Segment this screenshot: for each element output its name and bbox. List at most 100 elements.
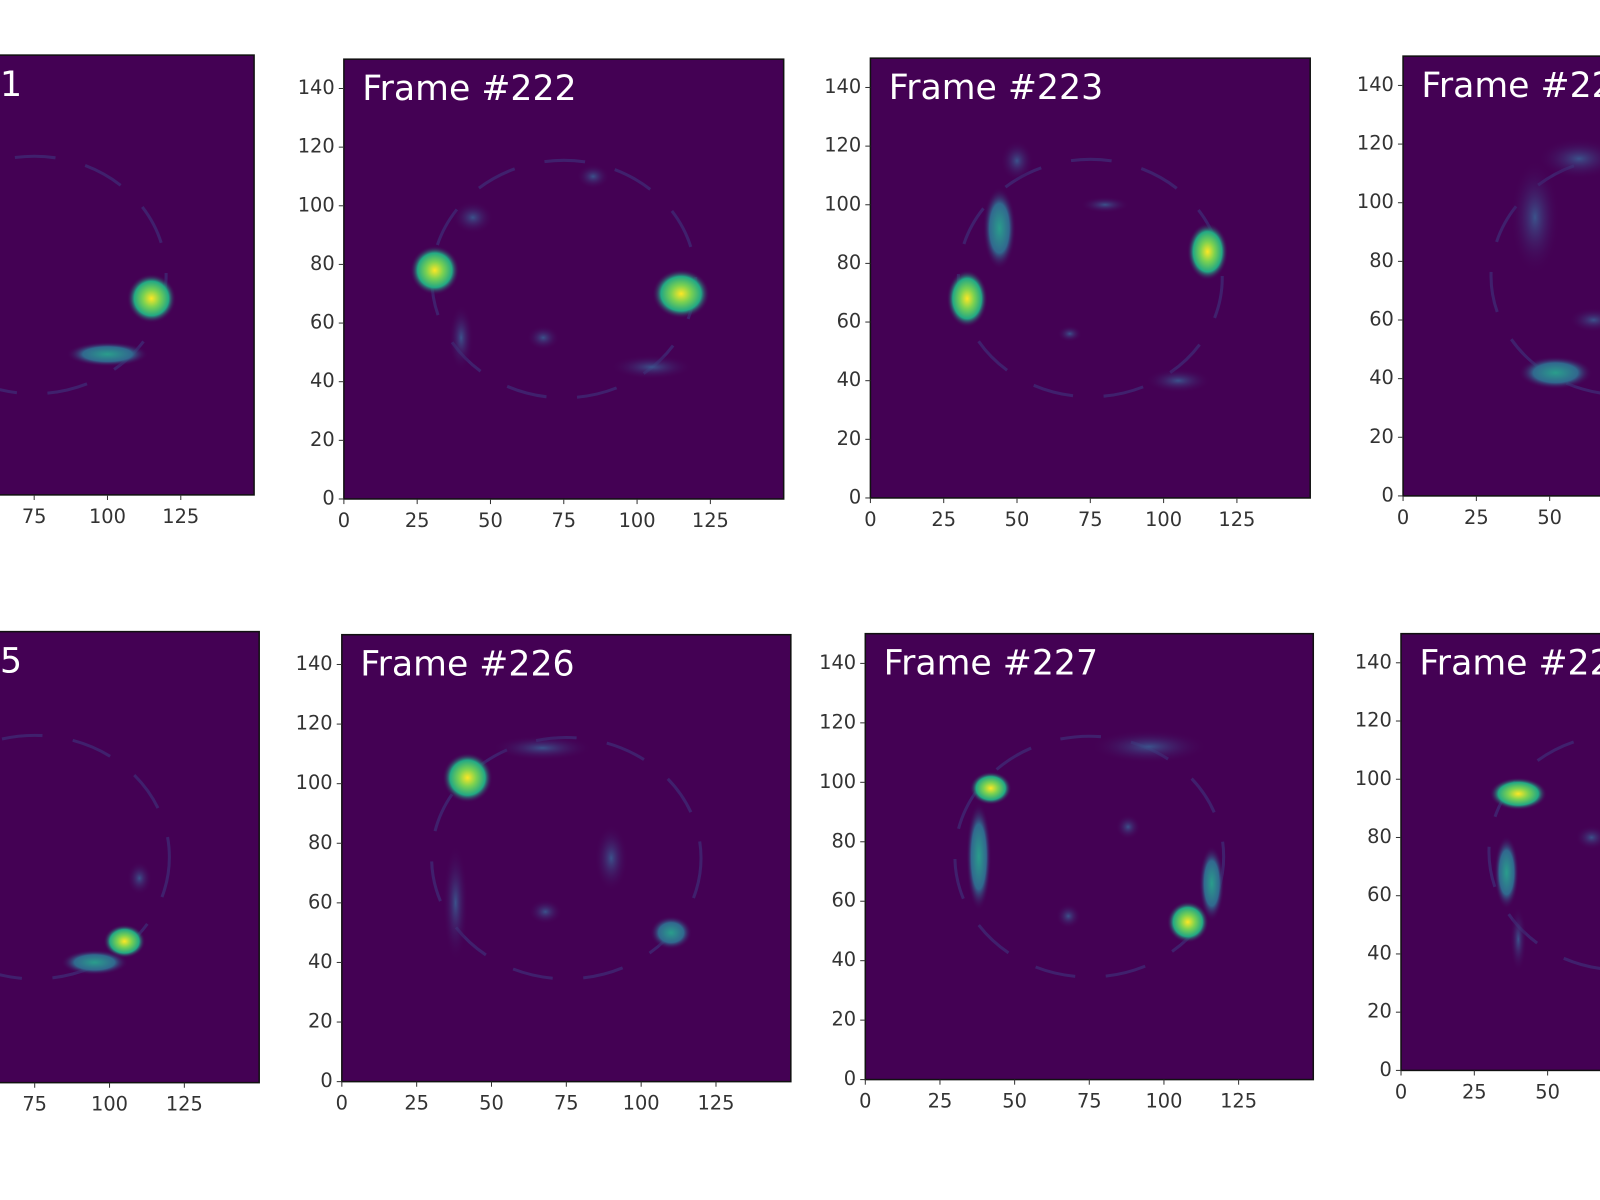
y-tick-label: 20 [1369, 425, 1394, 448]
y-tick-label: 100 [824, 192, 861, 215]
x-tick-label: 100 [623, 1092, 660, 1115]
y-tick-label: 60 [308, 890, 333, 913]
blob [103, 924, 146, 959]
x-tick-label: 125 [162, 505, 199, 528]
blob [594, 824, 628, 892]
x-tick-label: 100 [89, 505, 126, 528]
y-tick-label: 140 [298, 76, 335, 99]
blob [1569, 307, 1600, 333]
panel-title: Frame #222 [362, 69, 576, 109]
image-background [341, 634, 791, 1082]
y-tick-label: 40 [831, 948, 856, 971]
y-tick-label: 80 [310, 252, 335, 275]
blob [452, 201, 494, 234]
x-tick-label: 75 [1078, 508, 1103, 531]
x-tick-label: 0 [859, 1090, 871, 1113]
y-tick-label: 100 [819, 770, 856, 793]
ring [1487, 734, 1600, 970]
image-content [953, 729, 1226, 979]
blob [126, 861, 153, 896]
x-tick-label: 125 [692, 509, 729, 532]
y-tick-label: 40 [1369, 366, 1394, 389]
panel-title: 5 [0, 641, 22, 681]
x-tick-label: 75 [554, 1092, 579, 1115]
x-tick-label: 50 [1537, 506, 1562, 529]
x-tick-label: 25 [931, 508, 956, 531]
blob [1057, 325, 1083, 342]
y-tick-label: 120 [1355, 709, 1392, 732]
panel-title: Frame #227 [884, 643, 1098, 683]
x-tick-label: 50 [1005, 508, 1030, 531]
y-tick-label: 140 [1355, 650, 1392, 673]
x-tick-label: 25 [404, 1092, 429, 1115]
y-tick-label: 0 [1380, 1058, 1392, 1081]
x-tick-label: 100 [1145, 508, 1182, 531]
y-tick-label: 40 [837, 368, 862, 391]
x-tick-label: 0 [336, 1092, 348, 1115]
y-tick-label: 80 [308, 831, 333, 854]
blob [443, 844, 469, 962]
y-tick-label: 40 [1367, 941, 1392, 964]
y-tick-label: 120 [298, 135, 335, 158]
x-tick-label: 50 [479, 1092, 504, 1115]
x-tick-label: 25 [405, 509, 430, 532]
blob [1055, 903, 1081, 929]
blob [650, 915, 693, 950]
panel-title: Frame #224 [1421, 66, 1600, 106]
blob [610, 354, 693, 380]
blob [1518, 356, 1593, 390]
y-tick-label: 20 [310, 428, 335, 451]
y-tick-label: 120 [296, 712, 333, 735]
blob [576, 164, 610, 189]
image-content [946, 140, 1229, 399]
y-tick-label: 140 [296, 652, 333, 675]
blob [982, 187, 1016, 270]
y-tick-label: 60 [1369, 308, 1394, 331]
blob [1199, 845, 1225, 921]
panel-title: Frame #223 [889, 68, 1103, 108]
blob [448, 304, 474, 371]
y-tick-label: 140 [819, 651, 856, 674]
x-tick-label: 75 [22, 1093, 47, 1116]
ring [1489, 157, 1600, 395]
blob [126, 273, 177, 324]
y-tick-label: 80 [1367, 825, 1392, 848]
blob [969, 771, 1012, 805]
image-background [1403, 56, 1600, 496]
x-tick-label: 75 [551, 509, 576, 532]
panel: 0 25 50 75 100 125 0 20 40 60 80 100 120 140 Frame #22… [824, 57, 1311, 531]
y-tick-label: 20 [1367, 1000, 1392, 1023]
y-tick-label: 120 [1357, 132, 1394, 155]
blob [652, 269, 710, 319]
y-tick-label: 140 [824, 75, 861, 98]
y-tick-label: 140 [1357, 73, 1394, 96]
y-tick-label: 80 [1369, 249, 1394, 272]
x-tick-label: 0 [338, 509, 350, 532]
blob [946, 269, 988, 328]
y-tick-label: 100 [298, 193, 335, 216]
image-background [0, 631, 260, 1083]
panel-title: Frame #226 [360, 645, 574, 685]
axes-frame [1402, 55, 1600, 497]
x-tick-label: 50 [478, 509, 503, 532]
blob [1166, 901, 1209, 943]
y-tick-label: 120 [819, 710, 856, 733]
y-tick-label: 100 [1357, 190, 1394, 213]
blob [410, 245, 460, 295]
image-content [1487, 734, 1600, 972]
blob [1489, 777, 1548, 811]
blob [1000, 140, 1034, 182]
panel: 0 25 50 0 20 40 60 80 100 120 140 Frame #224 [1357, 55, 1600, 529]
x-tick-label: 125 [697, 1092, 734, 1115]
y-tick-label: 0 [849, 485, 861, 508]
y-tick-label: 60 [310, 311, 335, 334]
x-tick-label: 75 [1077, 1090, 1102, 1113]
x-tick-label: 100 [91, 1093, 128, 1116]
panel: 75 100 125 5 [0, 630, 260, 1116]
y-tick-label: 20 [308, 1010, 333, 1033]
blob [1537, 138, 1600, 180]
image-content [0, 154, 177, 396]
blob [1575, 825, 1600, 850]
blob [61, 949, 129, 976]
